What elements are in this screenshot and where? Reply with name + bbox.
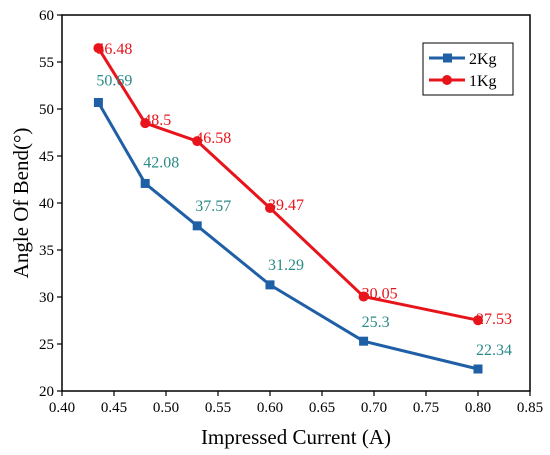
y-tick-label: 30	[39, 290, 54, 306]
legend-marker	[442, 75, 452, 85]
x-tick-label: 0.50	[153, 400, 179, 416]
x-tick-label: 0.40	[49, 400, 75, 416]
y-tick-label: 50	[39, 102, 54, 118]
x-tick-label: 0.70	[361, 400, 387, 416]
data-point-1kg	[358, 291, 369, 302]
x-tick-label: 0.65	[309, 400, 335, 416]
y-tick-label: 35	[39, 243, 54, 259]
data-point-2kg	[192, 221, 202, 231]
x-axis-title: Impressed Current (A)	[201, 425, 391, 449]
data-point-1kg	[265, 202, 275, 213]
y-tick-label: 55	[39, 55, 54, 71]
data-label-2kg: 31.29	[268, 257, 304, 274]
data-point-2kg	[140, 178, 150, 188]
series-line-2kg	[97, 101, 479, 371]
axis-ticks: 0.40 0.45 0.50 0.55 0.60 0.65 0.70 0.75 0.80 0.85…	[39, 8, 543, 416]
x-tick-label: 0.75	[413, 400, 439, 416]
data-label-2kg: 42.08	[143, 154, 179, 171]
y-axis-title: Angle Of Bend(°)	[9, 128, 33, 279]
x-tick-label: 0.60	[257, 400, 283, 416]
data-label-2kg: 22.34	[476, 342, 512, 359]
data-label-1kg: 48.5	[143, 112, 171, 129]
data-label-1kg: 56.48	[96, 41, 132, 58]
y-tick-label: 45	[39, 149, 54, 165]
series-layer	[93, 43, 483, 374]
legend-label: 1Kg	[469, 73, 497, 90]
y-tick-label: 60	[39, 8, 54, 24]
x-tick-label: 0.80	[465, 400, 491, 416]
data-label-2kg: 37.57	[195, 198, 231, 215]
data-point-1kg	[473, 315, 483, 326]
y-tick-label: 25	[39, 337, 54, 353]
data-point-2kg	[93, 98, 103, 108]
data-point-1kg	[93, 43, 104, 54]
legend-box	[422, 42, 514, 96]
data-label-1kg: 46.58	[195, 130, 231, 147]
data-label-1kg: 30.05	[362, 286, 398, 303]
data-label-1kg: 27.53	[476, 311, 512, 328]
x-tick-label: 0.85	[517, 400, 543, 416]
series-line-1kg	[97, 47, 479, 322]
data-label-2kg: 25.3	[362, 314, 390, 331]
data-label-1kg: 39.47	[268, 197, 304, 214]
plot-frame	[61, 14, 531, 392]
data-point-1kg	[140, 118, 151, 129]
y-tick-label: 20	[39, 384, 54, 400]
legend-marker	[443, 53, 452, 63]
data-point-2kg	[359, 336, 369, 346]
y-tick-label: 40	[39, 196, 54, 212]
legend-label: 2Kg	[469, 51, 497, 68]
x-tick-label: 0.45	[101, 400, 127, 416]
data-labels: 50.69 42.08 37.57 31.29 25.3 22.34 56.48 48.5 46…	[96, 41, 512, 359]
data-point-2kg	[473, 364, 483, 374]
x-tick-label: 0.55	[205, 400, 231, 416]
data-point-1kg	[192, 136, 203, 147]
data-point-2kg	[265, 280, 275, 290]
data-label-2kg: 50.69	[96, 73, 132, 90]
